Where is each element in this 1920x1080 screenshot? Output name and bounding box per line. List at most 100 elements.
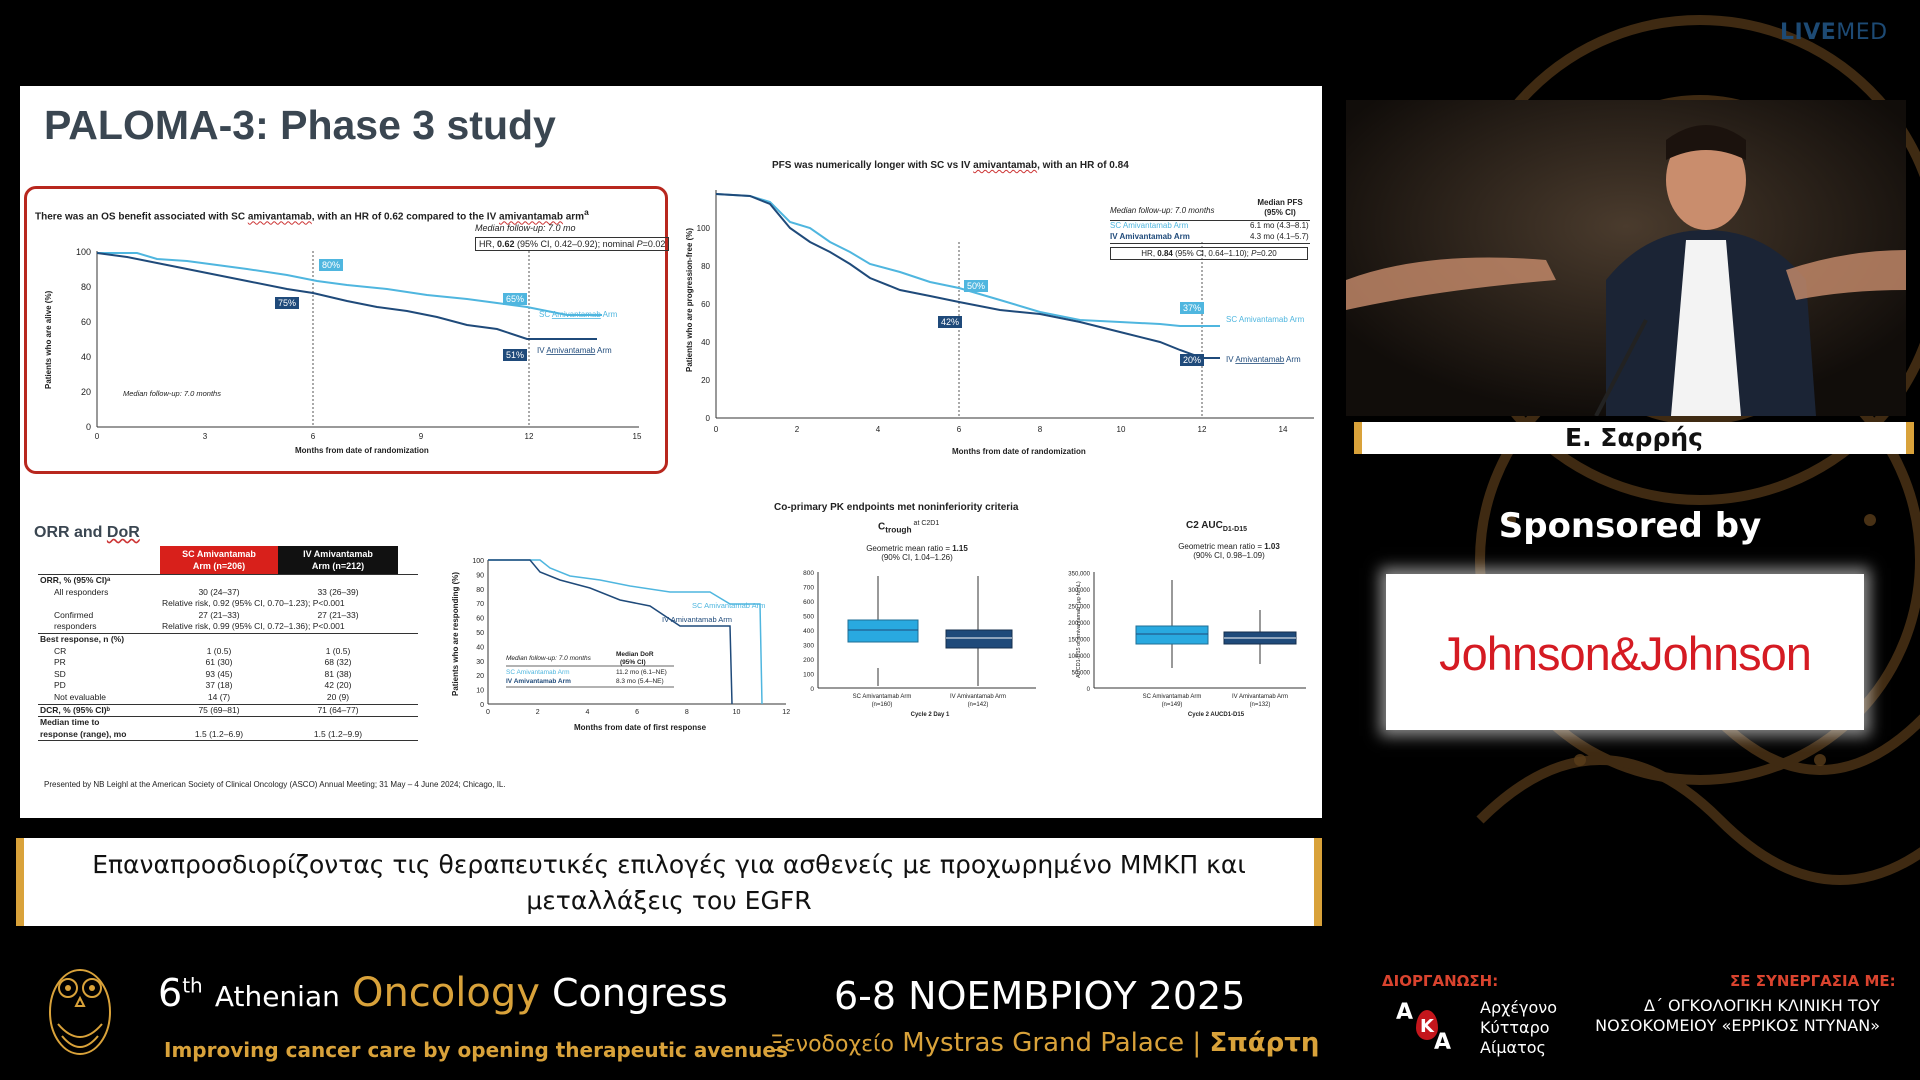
organizer-label: ΔΙΟΡΓΑΝΩΣΗ: (1382, 972, 1499, 990)
pfs-tag-sc-12mo: 37% (1180, 302, 1205, 314)
slide-title: PALOMA-3: Phase 3 study (44, 102, 556, 148)
orr-row-iv: 20 (9) (326, 691, 350, 702)
pfs-legend-sc: SC Amivantamab Arm (1226, 315, 1305, 324)
dor-xtick: 4 (585, 709, 589, 716)
dor-xtick: 12 (782, 709, 790, 716)
orr-header-iv: IV Amivantamab Arm (n=212) (278, 546, 398, 574)
dor-ytick: 80 (476, 587, 484, 594)
ctrough-ytick: 200 (803, 657, 814, 664)
os-tag-iv-6mo: 75% (275, 297, 300, 309)
dor-col-2: (95% CI) (620, 659, 646, 666)
ctrough-ytick: 800 (803, 570, 814, 577)
pfs-km-chart: 0 20 40 60 80 100 0 2 4 6 8 10 12 14 Mon… (685, 190, 1314, 456)
orr-row-sc: Relative risk, 0.92 (95% CI, 0.70–1.23);… (162, 598, 345, 609)
dor-ytick: 10 (476, 688, 484, 695)
dor-sc-curve (488, 559, 763, 705)
pfs-median-followup: Median follow-up: 7.0 months (1110, 206, 1215, 215)
speaker-shirt (1671, 240, 1741, 416)
talk-title-line1: Επαναπροσδιορίζοντας τις θεραπευτικές επ… (92, 850, 1246, 879)
talk-title-line2: μεταλλάξεις του EGFR (526, 886, 812, 915)
orr-row-iv: 1 (0.5) (325, 645, 351, 656)
dor-ytick: 50 (476, 630, 484, 637)
auc-ratio: Geometric mean ratio = 1.03 (90% CI, 0.98… (1178, 542, 1280, 560)
speaker-name-bar: Ε. Σαρρής (1354, 422, 1914, 454)
dor-ytick: 20 (476, 673, 484, 680)
os-ytick: 60 (81, 317, 91, 327)
talk-title: Επαναπροσδιορίζοντας τις θεραπευτικές επ… (24, 847, 1314, 919)
ctrough-sc-box (847, 619, 919, 643)
os-sc-curve (97, 252, 602, 316)
pfs-xlabel: Months from date of randomization (952, 447, 1086, 456)
orr-table-row: SD 93 (45) 81 (38) (38, 669, 418, 681)
auc-sc-box (1135, 625, 1209, 645)
orr-header-sc: SC Amivantamab Arm (n=206) (160, 546, 278, 574)
speaker-head (1666, 130, 1746, 230)
ctrough-ratio: Geometric mean ratio = 1.15 (90% CI, 1.04… (866, 544, 968, 562)
orr-row-sc: 14 (7) (207, 691, 231, 702)
orr-row-label: All responders (54, 586, 109, 597)
congress-tagline: Improving cancer care by opening therape… (164, 1038, 788, 1062)
os-ytick: 40 (81, 352, 91, 362)
os-tag-sc-6mo: 80% (319, 259, 344, 271)
orr-row-label: ORR, % (95% CI)ᵃ (40, 575, 111, 585)
orr-row-iv: 33 (26–39) (317, 586, 359, 597)
dor-xtick: 10 (733, 709, 741, 716)
congress-name: 6th Athenian Oncology Congress (158, 970, 728, 1016)
dor-xtick: 2 (536, 709, 540, 716)
sponsored-label: Sponsored by (1498, 506, 1762, 546)
pfs-tag-iv-12mo: 20% (1180, 354, 1205, 366)
livemed-logo: LIVEMED (1780, 20, 1888, 45)
auc-x-sc-n: (n=149) (1162, 702, 1183, 708)
os-xtick: 12 (525, 432, 534, 441)
ctrough-ytick: 500 (803, 614, 814, 621)
sponsor-logo: Johnson&Johnson (1439, 627, 1812, 680)
pfs-iv-curve (715, 193, 1220, 359)
auc-xlabel: Cycle 2 AUCD1-D15 (1188, 712, 1245, 718)
ctrough-ytick: 700 (803, 585, 814, 592)
pk-heading: Co-primary PK endpoints met noninferiori… (774, 502, 1019, 513)
os-tag-iv-12mo: 51% (503, 349, 528, 361)
orr-row-sc: 37 (18) (205, 680, 233, 691)
congress-dates: 6-8 ΝΟΕΜΒΡΙΟΥ 2025 (834, 974, 1246, 1018)
dor-xlabel: Months from date of first response (574, 723, 707, 732)
ctrough-xlabel: Cycle 2 Day 1 (911, 712, 950, 718)
orr-row-label: SD (54, 668, 66, 679)
ctrough-iv-box (945, 629, 1013, 649)
ctrough-ytick: 100 (803, 672, 814, 679)
auc-ytick: 50,000 (1072, 671, 1091, 677)
pfs-col-header-2: (95% CI) (1264, 208, 1296, 217)
orr-row-sc: 1 (0.5) (206, 645, 232, 656)
speaker-arm (1346, 257, 1556, 310)
livemed-med: MED (1836, 20, 1888, 45)
orr-table-row: Best response, n (%) (38, 632, 418, 646)
pfs-ytick: 20 (701, 376, 710, 385)
os-km-chart: 0 20 40 60 80 100 0 3 6 9 12 15 Months f… (44, 247, 642, 455)
speaker-figure (1346, 100, 1906, 416)
talk-title-banner: Επαναπροσδιορίζοντας τις θεραπευτικές επ… (16, 838, 1322, 926)
orr-table-row: Not evaluable 14 (7) 20 (9) (38, 692, 418, 704)
microphone-stand (1594, 319, 1648, 416)
os-ytick: 80 (81, 282, 91, 292)
auc-ylabel: AUCD1-D15 of amivantamab (μg·h/mL) (1076, 581, 1082, 678)
dor-ylabel: Patients who are responding (%) (451, 572, 460, 696)
ctrough-ytick: 600 (803, 599, 814, 606)
orr-row-iv: 42 (20) (324, 680, 352, 691)
pfs-median-table: Median follow-up: 7.0 months Median PFS … (1110, 198, 1310, 260)
pfs-ytick: 0 (706, 414, 711, 423)
orr-row-label: DCR, % (95% CI)ᵇ (40, 704, 110, 715)
auc-ytick: 300,000 (1068, 588, 1090, 594)
pfs-ytick: 80 (701, 262, 710, 271)
dor-ytick: 0 (480, 702, 484, 709)
os-xtick: 6 (311, 432, 316, 441)
orr-row-sc: 93 (45) (205, 668, 233, 679)
dor-ytick: 60 (476, 616, 484, 623)
orr-table-row: Median time to (38, 716, 418, 729)
livemed-live: LIVE (1780, 20, 1837, 45)
speaker-video: ΠΑ (1346, 100, 1906, 416)
orr-row-label: PR (54, 657, 66, 668)
auc-x-iv-n: (n=132) (1250, 702, 1271, 708)
orr-row-label: Median time to (40, 717, 100, 728)
ctrough-ytick: 400 (803, 628, 814, 635)
orr-row-iv: 68 (32) (324, 657, 352, 668)
speaker-hair (1666, 125, 1746, 160)
